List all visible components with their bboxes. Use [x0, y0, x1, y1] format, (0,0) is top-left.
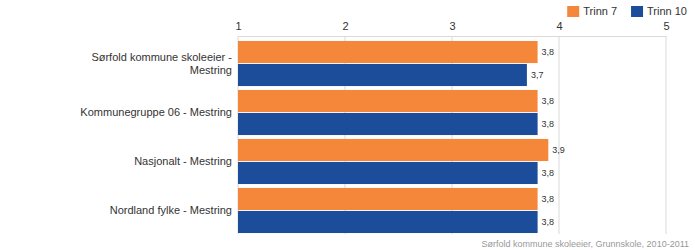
bar	[238, 211, 538, 233]
legend: Trinn 10 Trinn 7	[567, 5, 687, 17]
data-label: 3,9	[552, 145, 565, 155]
data-labels: 3,8 3,8 3,9 3,8 3,7 3,8 3,8 3,8	[531, 47, 565, 227]
bar	[238, 162, 538, 184]
bar	[238, 139, 548, 161]
category-label: Nordland fylke - Mestring	[110, 204, 232, 216]
y-axis: Sørfold kommune skoleeier -Mestring Kommu…	[80, 51, 232, 217]
bars	[238, 41, 548, 233]
grid-line	[559, 36, 560, 234]
tick-label: 2	[342, 20, 348, 32]
grid	[238, 36, 666, 234]
chart: 1 2 3 4 5 3,8 3,8 3,9 3,8 3,7 3,8 3,8 3,8 Sørfold kom…	[0, 0, 695, 250]
data-label: 3,8	[542, 47, 555, 57]
bar	[238, 113, 538, 135]
data-label: 3,8	[542, 96, 555, 106]
bar	[238, 64, 527, 86]
tick: 2	[342, 20, 348, 36]
grid-line	[666, 36, 667, 234]
x-axis: 1 2 3 4 5	[235, 20, 669, 37]
bar	[238, 41, 538, 63]
tick-label: 1	[235, 20, 241, 32]
legend-label: Trinn 7	[583, 5, 617, 17]
data-label: 3,8	[542, 194, 555, 204]
tick-label: 5	[663, 20, 669, 32]
tick: 3	[449, 20, 455, 36]
caption: Sørfold kommune skoleeier, Grunnskole, 2…	[482, 239, 689, 249]
category-label: Sørfold kommune skoleeier -Mestring	[91, 51, 232, 76]
legend-label: Trinn 10	[647, 5, 687, 17]
axis-line	[239, 36, 667, 37]
bar	[238, 188, 538, 210]
tick-label: 3	[449, 20, 455, 32]
data-label: 3,8	[542, 168, 555, 178]
data-label: 3,8	[542, 217, 555, 227]
category-label: Kommunegruppe 06 - Mestring	[80, 106, 232, 118]
legend-swatch	[567, 6, 579, 17]
legend-swatch	[631, 6, 643, 17]
data-label: 3,8	[542, 119, 555, 129]
bar	[238, 90, 538, 112]
tick: 1	[235, 20, 241, 36]
data-label: 3,7	[531, 70, 544, 80]
category-label: Nasjonalt - Mestring	[134, 155, 232, 167]
tick: 4	[556, 20, 562, 36]
tick: 5	[663, 20, 669, 36]
tick-label: 4	[556, 20, 562, 32]
